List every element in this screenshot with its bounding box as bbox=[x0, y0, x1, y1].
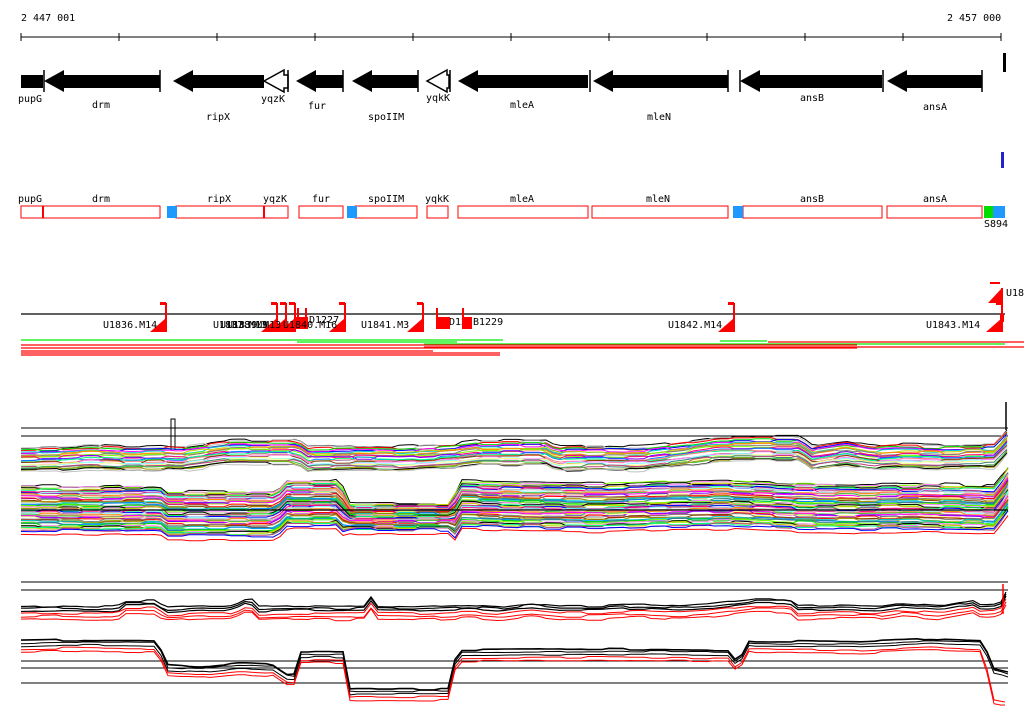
gene-arrow-ripX[interactable] bbox=[173, 70, 264, 92]
clone-flag-triangle[interactable] bbox=[986, 318, 1002, 332]
clone-pole-flag bbox=[417, 302, 423, 305]
profile-line bbox=[21, 489, 1009, 519]
clone-pole-flag bbox=[160, 302, 166, 305]
profile-line bbox=[20, 507, 1009, 536]
gene-arrow-drm[interactable] bbox=[44, 70, 160, 92]
profile-line bbox=[20, 485, 1009, 519]
marker-square-blue[interactable] bbox=[347, 206, 357, 218]
profile-line bbox=[20, 468, 1009, 507]
gene-arrow-spoIIM[interactable] bbox=[352, 70, 418, 92]
profile-line bbox=[20, 637, 1009, 691]
blue-tick bbox=[1001, 152, 1004, 168]
gene-box[interactable] bbox=[742, 205, 883, 219]
clone-flag-triangle[interactable] bbox=[407, 318, 423, 332]
profile-line bbox=[20, 640, 1009, 693]
profile-line bbox=[20, 480, 1009, 515]
gene-arrow-ansB[interactable] bbox=[740, 70, 882, 92]
clone-flag-triangle[interactable] bbox=[150, 318, 166, 332]
gene-pupG[interactable] bbox=[21, 75, 43, 88]
profile-line bbox=[20, 510, 1009, 539]
clone-pole-flag bbox=[289, 302, 295, 305]
profile-line bbox=[20, 472, 1009, 509]
gene-arrow-fur[interactable] bbox=[296, 70, 343, 92]
profile-line bbox=[20, 452, 1008, 472]
profile-line bbox=[20, 447, 1008, 468]
profile-line bbox=[20, 480, 1009, 515]
gene-box[interactable] bbox=[20, 205, 161, 219]
clone-flag-triangle[interactable] bbox=[329, 318, 345, 332]
clone-flag-triangle[interactable] bbox=[279, 318, 295, 332]
edge-gene-tick bbox=[1003, 53, 1006, 72]
profile-line bbox=[20, 450, 1008, 471]
profile-line bbox=[20, 486, 1009, 518]
gene-arrow-ansA[interactable] bbox=[887, 70, 982, 92]
profile-line bbox=[20, 601, 1007, 619]
gene-arrow-mleA[interactable] bbox=[458, 70, 588, 92]
profile-line bbox=[20, 646, 1006, 703]
profile-line bbox=[20, 432, 1008, 452]
clone-pole-flag bbox=[996, 302, 1002, 305]
gene-box[interactable] bbox=[175, 205, 289, 219]
gene-arrow-yqzK[interactable] bbox=[262, 68, 289, 94]
gene-box[interactable] bbox=[457, 205, 589, 219]
right-pole-tick bbox=[1000, 314, 1004, 322]
gene-box[interactable] bbox=[298, 205, 344, 219]
profile-line bbox=[20, 509, 1009, 536]
clone-flag-triangle[interactable] bbox=[718, 318, 734, 332]
clone-flag-triangle[interactable] bbox=[261, 318, 277, 332]
clone-pole-flag bbox=[728, 302, 734, 305]
profile-line bbox=[20, 591, 1007, 608]
gene-box[interactable] bbox=[426, 205, 449, 219]
gene-box[interactable] bbox=[354, 205, 418, 219]
marker-square-blue[interactable] bbox=[733, 206, 743, 218]
profile-line bbox=[20, 493, 1009, 522]
profile-line bbox=[20, 649, 1006, 706]
gene-arrow-mleN[interactable] bbox=[593, 70, 728, 92]
gene-arrow-yqkK[interactable] bbox=[425, 68, 450, 94]
clone-flag-triangle[interactable] bbox=[270, 318, 286, 332]
profile-line bbox=[20, 431, 1008, 452]
marker-square-blue[interactable] bbox=[167, 206, 177, 218]
profile-line bbox=[20, 595, 1007, 614]
clone-pole-flag bbox=[339, 302, 345, 305]
clone-pole-flag bbox=[280, 302, 286, 305]
gene-box[interactable] bbox=[591, 205, 729, 219]
profile-line bbox=[20, 604, 1007, 622]
profile-line bbox=[21, 507, 1009, 533]
gene-box[interactable] bbox=[886, 205, 983, 219]
profile-line bbox=[20, 449, 1008, 470]
right-clone-flag[interactable] bbox=[988, 288, 1002, 303]
profile-line bbox=[20, 443, 1008, 463]
profile-line bbox=[20, 434, 1008, 454]
profile-line bbox=[20, 433, 1008, 454]
profile-line bbox=[20, 453, 1008, 473]
profile-line bbox=[20, 642, 1009, 696]
profile-line bbox=[20, 593, 1007, 612]
profile-line bbox=[21, 505, 1009, 532]
marker-square-green[interactable] bbox=[984, 206, 993, 218]
spike bbox=[170, 418, 176, 450]
profile-line bbox=[20, 598, 1007, 617]
marker-square-blue[interactable] bbox=[993, 206, 1005, 218]
profile-line bbox=[20, 500, 1009, 527]
profile-line bbox=[20, 515, 1009, 542]
clone-pole-flag bbox=[271, 302, 277, 305]
